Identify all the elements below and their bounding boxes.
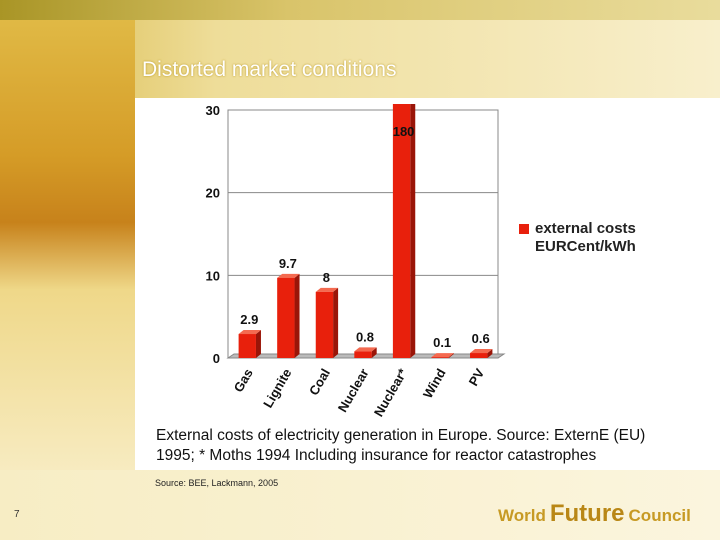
x-tick-label: Nuclear* <box>371 365 411 419</box>
value-label: 2.9 <box>240 312 258 327</box>
x-tick-label: Lignite <box>260 366 294 410</box>
bar <box>431 357 449 358</box>
y-tick-label: 0 <box>213 351 220 366</box>
bar-side <box>371 347 377 358</box>
page-number: 7 <box>14 509 20 520</box>
slide-title: Distorted market conditions <box>142 58 397 81</box>
x-tick-label: PV <box>466 366 488 389</box>
source: Source: BEE, Lackmann, 2005 <box>155 478 279 488</box>
legend-swatch <box>519 224 529 234</box>
value-label: 8 <box>323 270 330 285</box>
bar <box>354 351 372 358</box>
value-label: 0.1 <box>433 335 451 350</box>
logo-word: World <box>498 506 546 525</box>
bar-top <box>354 347 377 352</box>
value-label: 0.8 <box>356 329 374 344</box>
x-tick-label: Gas <box>231 366 256 395</box>
bar-top <box>431 353 454 358</box>
bar <box>238 334 256 358</box>
x-tick-label: Wind <box>420 366 449 401</box>
logo: World Future Council <box>498 500 691 528</box>
logo-word: Council <box>628 506 691 525</box>
value-label: 9.7 <box>279 256 297 271</box>
value-label: 0.6 <box>472 331 490 346</box>
bar-side <box>448 353 454 358</box>
caption: External costs of electricity generation… <box>156 427 646 464</box>
bar-side <box>487 349 493 358</box>
legend: external costs EURCent/kWh <box>519 220 654 256</box>
top-band <box>0 0 720 20</box>
photo-panel <box>0 20 135 470</box>
bar <box>277 277 295 358</box>
bar-top <box>277 273 300 278</box>
bar-top <box>470 349 493 354</box>
bar-side <box>255 330 261 358</box>
y-tick-label: 10 <box>206 268 220 283</box>
y-tick-label: 20 <box>206 186 220 201</box>
bar-side <box>410 104 416 358</box>
bar-top <box>315 287 339 292</box>
bar <box>470 353 488 358</box>
footer-band <box>0 470 720 540</box>
bar <box>315 291 334 358</box>
bar-side <box>294 273 300 358</box>
x-tick-label: Nuclear <box>335 366 372 415</box>
bar <box>392 104 411 358</box>
bar-top <box>238 330 261 335</box>
bar-side <box>333 287 339 358</box>
y-tick-label: 30 <box>206 103 220 118</box>
logo-word: Future <box>549 500 625 527</box>
plot-area <box>238 104 493 358</box>
plot-frame <box>227 109 499 359</box>
x-tick-label: Coal <box>306 366 333 398</box>
value-label: 180 <box>393 124 415 139</box>
legend-label: external costs EURCent/kWh <box>535 220 636 255</box>
